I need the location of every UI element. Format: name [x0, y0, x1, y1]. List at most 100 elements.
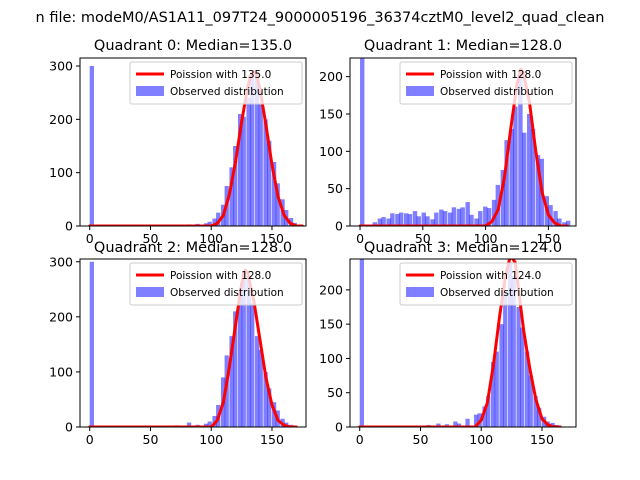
histogram-bar — [250, 303, 255, 427]
axes-frame — [349, 258, 577, 428]
y-tick-label: 100 — [49, 364, 73, 379]
y-tick-label: 300 — [49, 59, 73, 74]
histogram-bar — [254, 71, 260, 226]
histogram-bar — [430, 219, 435, 226]
histogram-bar — [434, 212, 439, 226]
y-tick-label: 50 — [327, 385, 343, 400]
x-tick-label: 100 — [199, 231, 223, 246]
y-tick-label: 300 — [49, 254, 73, 269]
histogram-bar — [212, 218, 217, 226]
histogram-bar — [207, 221, 212, 226]
histogram-bar — [237, 294, 243, 427]
histogram-bar — [425, 216, 430, 226]
legend: Poission with 124.0 Observed distribution — [399, 262, 573, 306]
histogram-bar — [203, 423, 209, 427]
histogram-bar — [258, 349, 263, 427]
histogram-bar — [233, 311, 238, 427]
histogram-bar — [390, 213, 395, 226]
subplot-1: 0 50 100 150 0 50 100 150 200 Poission with 128.0… — [319, 38, 577, 246]
histogram-bar — [524, 351, 530, 427]
histogram-bar — [416, 216, 421, 226]
histogram-bar — [186, 422, 192, 427]
x-tick-label: 50 — [143, 432, 159, 447]
histogram-bar — [465, 418, 470, 427]
histogram-bar — [499, 324, 504, 427]
legend-label-poisson: Poission with 128.0 — [440, 69, 541, 81]
histogram-bar — [482, 406, 487, 427]
histogram-bar — [89, 66, 94, 226]
histogram-bar — [395, 214, 400, 226]
legend-swatch-observed — [406, 86, 434, 96]
histogram-bar — [267, 140, 272, 226]
histogram-bar — [271, 162, 277, 226]
histogram-bar — [520, 327, 525, 427]
histogram-bar — [407, 214, 413, 226]
y-tick-label: 200 — [49, 112, 73, 127]
histogram-bar — [360, 58, 365, 226]
histogram-bar — [267, 388, 272, 427]
histogram-bar — [89, 261, 94, 427]
subplot-3: 0 50 100 150 0 50 100 150 200 Poission with 124.0… — [319, 240, 577, 447]
x-tick-label: 150 — [260, 432, 284, 447]
histogram-bar — [254, 336, 260, 427]
y-tick-label: 200 — [319, 69, 343, 84]
histogram-bar — [271, 402, 277, 427]
x-tick-label: 100 — [469, 432, 493, 447]
histogram-bar — [372, 222, 377, 226]
y-tick-label: 0 — [335, 219, 343, 234]
histogram-bar — [456, 423, 462, 427]
y-tick-label: 100 — [319, 351, 343, 366]
histogram-bar — [359, 259, 364, 427]
y-tick-label: 200 — [319, 282, 343, 297]
histogram-bar — [533, 396, 538, 427]
histogram-bar — [509, 128, 514, 226]
y-tick-label: 100 — [49, 165, 73, 180]
histogram-bar — [263, 119, 268, 226]
y-tick-label: 0 — [65, 420, 73, 435]
histogram-bar — [535, 155, 541, 226]
subplot-title: Quadrant 0: Median=135.0 — [94, 38, 292, 54]
histogram-bar — [491, 199, 497, 226]
histogram-bar — [518, 72, 523, 226]
histogram-bar — [527, 114, 532, 226]
x-tick-label: 0 — [356, 432, 364, 447]
legend-label-poisson: Poission with 128.0 — [170, 270, 271, 282]
histogram-bar — [453, 421, 458, 427]
x-tick-label: 150 — [260, 231, 284, 246]
axes-frame — [79, 258, 307, 428]
histogram-bar — [246, 98, 251, 226]
x-tick-label: 100 — [474, 231, 498, 246]
legend: Poission with 128.0 Observed distribution — [399, 61, 573, 105]
y-tick-label: 200 — [49, 309, 73, 324]
legend: Poission with 128.0 Observed distribution — [129, 262, 303, 306]
x-tick-label: 150 — [530, 432, 554, 447]
subplot-title: Quadrant 3: Median=124.0 — [364, 240, 562, 256]
histogram-bar — [233, 146, 238, 226]
histogram-bar — [421, 212, 426, 226]
axes-frame — [349, 57, 577, 227]
histogram-bar — [288, 218, 294, 226]
histogram-bar — [553, 211, 558, 226]
histogram-bar — [530, 128, 536, 226]
x-tick-label: 0 — [356, 231, 364, 246]
legend-label-observed: Observed distribution — [170, 86, 284, 98]
histogram-bar — [207, 421, 212, 427]
subplot-0: 0 50 100 150 0 100 200 300 Poission with 135.0 Ob… — [49, 38, 307, 246]
histogram-bar — [412, 211, 418, 226]
histogram-bar — [398, 212, 404, 226]
histogram-bar — [483, 206, 488, 226]
histogram-bar — [486, 208, 492, 226]
x-tick-label: 0 — [86, 231, 94, 246]
histogram-bar — [263, 371, 268, 427]
histogram-bar — [557, 218, 562, 226]
x-tick-label: 0 — [86, 432, 94, 447]
y-tick-label: 0 — [335, 420, 343, 435]
x-tick-label: 50 — [413, 432, 429, 447]
histogram-bar — [216, 212, 221, 226]
histogram-bar — [229, 336, 234, 427]
legend-label-poisson: Poission with 135.0 — [170, 69, 271, 81]
histogram-bar — [504, 140, 509, 226]
histogram-bar — [516, 307, 521, 427]
legend-label-observed: Observed distribution — [440, 287, 554, 299]
histogram-bar — [456, 208, 462, 226]
